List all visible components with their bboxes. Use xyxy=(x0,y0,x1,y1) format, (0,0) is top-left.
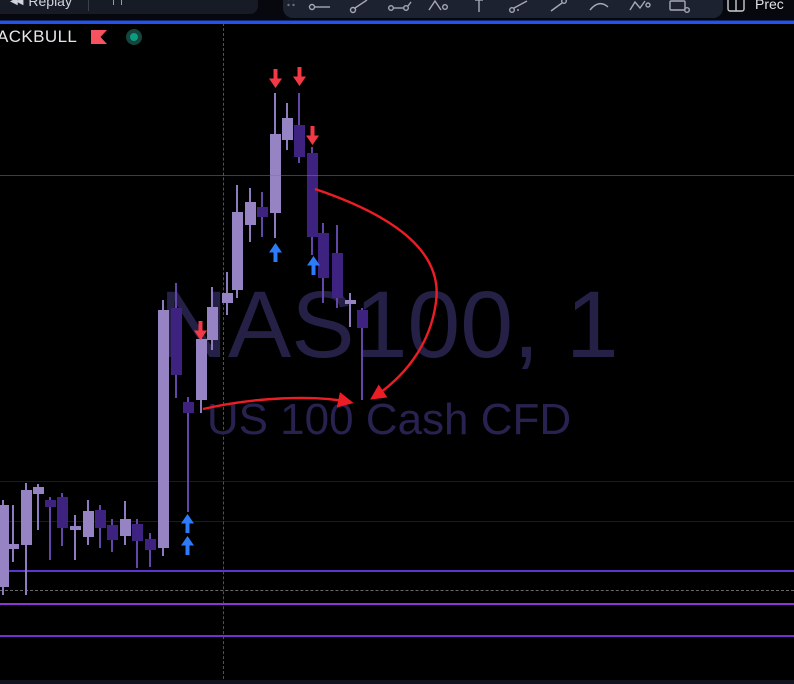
sell-signal-arrow-icon xyxy=(292,67,306,91)
bottom-panel-edge xyxy=(0,680,794,684)
candle-body-bear xyxy=(44,500,56,507)
candle-wick xyxy=(74,515,76,560)
sell-signal-arrow-icon xyxy=(268,69,282,93)
candle-body-bull xyxy=(231,212,243,290)
candle-wick xyxy=(149,533,151,567)
sell-signal-arrow-icon xyxy=(193,321,207,345)
candle-body-bear xyxy=(293,125,305,157)
gridlines-layer xyxy=(0,23,794,684)
candle-body-bull xyxy=(221,293,233,303)
top-toolbar: ◀◀ Replay Prec xyxy=(0,0,794,20)
red-arrow-curve[interactable] xyxy=(202,392,354,411)
flag-icon[interactable] xyxy=(91,30,108,44)
candle-body-bull xyxy=(157,310,169,548)
dashed-level-line[interactable] xyxy=(0,590,794,591)
candle-body-bear xyxy=(306,153,318,237)
candle-body-bear xyxy=(256,207,268,217)
candle-body-bull xyxy=(269,134,281,213)
candle-body-bull xyxy=(281,118,293,140)
candle-body-bear xyxy=(356,310,368,328)
sell-signal-arrow-icon xyxy=(305,126,319,150)
pattern-icon[interactable] xyxy=(627,0,653,16)
candle-body-bear xyxy=(106,525,118,540)
polyline-icon[interactable] xyxy=(427,0,453,16)
candle-body-bear xyxy=(331,253,343,298)
candle-body-bull xyxy=(344,300,356,304)
candle-body-bull xyxy=(69,526,81,530)
buy-signal-arrow-icon xyxy=(180,514,194,538)
market-status-dot[interactable] xyxy=(126,29,143,45)
horizontal-line-icon[interactable] xyxy=(307,0,333,16)
candle-body-bull xyxy=(7,544,19,549)
drawing-tools-panel xyxy=(283,0,723,18)
candle-wick xyxy=(349,293,351,327)
replay-button[interactable]: Replay xyxy=(28,0,72,9)
buy-signal-arrow-icon xyxy=(268,243,282,267)
candle-body-bull xyxy=(119,519,131,536)
candle-wick xyxy=(136,519,138,568)
candle-body-bull xyxy=(0,505,9,587)
candle-body-bull xyxy=(82,511,94,537)
red-arrow-curve[interactable] xyxy=(314,187,438,400)
buy-signal-arrow-icon xyxy=(306,256,320,280)
vertical-line-icon[interactable] xyxy=(467,0,493,16)
symbol-name[interactable]: ACKBULL xyxy=(0,27,78,46)
rewind-icon[interactable]: ◀◀ xyxy=(10,0,23,7)
h-gridline-front xyxy=(0,175,794,176)
horizontal-level-line[interactable] xyxy=(0,570,794,572)
symbol-row: ACKBULL xyxy=(0,27,143,47)
candle-wick xyxy=(361,308,363,400)
session-break-line xyxy=(223,23,224,684)
chart-pane[interactable]: NAS100, 1 US 100 Cash CFD ACKBULL xyxy=(0,23,794,684)
crossing-line-layer xyxy=(0,23,794,684)
drawings-layer[interactable] xyxy=(0,23,794,684)
candle-body-bear xyxy=(131,524,143,541)
replay-toolbar: ◀◀ Replay xyxy=(0,0,258,14)
h-gridline xyxy=(0,481,794,482)
speed-control-icon[interactable] xyxy=(113,0,122,5)
candle-body-bull xyxy=(32,487,44,494)
layout-grid-icon[interactable] xyxy=(727,0,745,12)
horizontal-level-line[interactable] xyxy=(0,635,794,637)
candle-wick xyxy=(49,497,51,560)
candles-layer xyxy=(0,23,794,684)
rectangle-icon[interactable] xyxy=(667,0,693,16)
curve-icon[interactable] xyxy=(587,0,613,16)
candle-wick xyxy=(37,484,39,530)
candle-body-bear xyxy=(144,539,156,550)
buy-signal-arrow-icon xyxy=(180,536,194,560)
candle-body-bull xyxy=(244,202,256,225)
trend-line-icon[interactable] xyxy=(347,0,373,16)
accent-divider xyxy=(0,20,794,24)
topbar-right-section: Prec xyxy=(727,0,784,12)
price-levels-layer[interactable] xyxy=(0,23,794,684)
candle-body-bear xyxy=(317,233,329,278)
candle-body-bear xyxy=(170,308,182,375)
candle-wick xyxy=(187,397,189,512)
candle-body-bull xyxy=(195,339,207,400)
drag-handle-icon[interactable] xyxy=(286,0,296,13)
candle-body-bear xyxy=(94,510,106,528)
horizontal-level-line[interactable] xyxy=(0,603,794,605)
trend-angle-icon[interactable] xyxy=(507,0,533,16)
toolbar-divider xyxy=(88,0,89,11)
h-gridline xyxy=(0,521,794,522)
signal-arrows-layer xyxy=(0,23,794,684)
candle-body-bear xyxy=(182,402,194,413)
topbar-right-label[interactable]: Prec xyxy=(755,0,784,12)
ray-icon[interactable] xyxy=(547,0,573,16)
candle-wick xyxy=(12,505,14,562)
candle-body-bull xyxy=(206,307,218,340)
candle-body-bull xyxy=(20,490,32,545)
extended-line-icon[interactable] xyxy=(387,0,413,16)
candle-body-bear xyxy=(56,497,68,528)
